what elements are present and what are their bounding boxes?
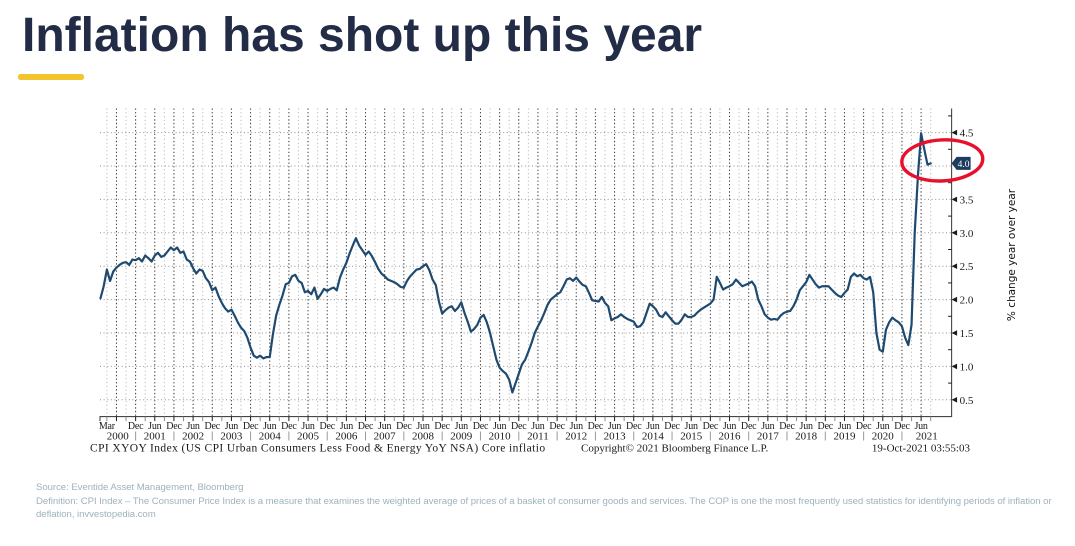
y-tick-arrow [951, 230, 958, 236]
x-year-label: 2002 [182, 431, 204, 443]
x-tick-label: Dec [779, 421, 795, 432]
x-year-label: 2004 [259, 431, 282, 443]
x-tick-label: Jun [685, 421, 698, 432]
x-year-label: 2015 [680, 431, 703, 443]
y-tick-label: 2.5 [960, 261, 974, 273]
x-tick-label: Dec [703, 421, 719, 432]
x-tick-label: Jun [876, 421, 889, 432]
x-tick-label: Dec [549, 421, 565, 432]
x-tick-label: Mar [99, 421, 116, 432]
source-note: Source: Eventide Asset Management, Bloom… [36, 482, 244, 493]
x-tick-label: Jun [340, 421, 353, 432]
x-tick-label: Dec [588, 421, 604, 432]
y-tick-label: 2.0 [960, 295, 974, 307]
x-tick-label: Jun [225, 421, 238, 432]
y-tick-arrow [951, 129, 958, 136]
x-tick-label: Jun [646, 421, 659, 432]
x-year-label: 2019 [833, 431, 856, 443]
x-tick-label: Jun [531, 421, 544, 432]
x-tick-label: Jun [761, 421, 774, 432]
x-year-label: 2012 [565, 431, 587, 443]
chart-footer-left: CPI XYOY Index (US CPI Urban Consumers L… [90, 443, 545, 455]
cpi-yoy-series-line [99, 132, 932, 394]
x-tick-label: Jun [493, 421, 506, 432]
x-year-label: 2018 [795, 431, 818, 443]
x-tick-label: Jun [148, 421, 161, 432]
y-tick-arrow [951, 263, 958, 270]
x-year-label: 2001 [144, 431, 166, 443]
chart-footer-right: 19-Oct-2021 03:55:03 [872, 443, 971, 455]
x-tick-label: Dec [894, 421, 910, 432]
x-tick-label: Jun [914, 421, 927, 432]
x-year-label: 2003 [220, 431, 243, 443]
x-tick-label: Jun [186, 421, 199, 432]
x-year-label: 2016 [719, 431, 742, 443]
x-tick-label: Jun [416, 421, 429, 432]
x-tick-label: Dec [856, 421, 872, 432]
x-tick-label: Dec [741, 421, 757, 432]
x-tick-label: Jun [378, 421, 391, 432]
x-tick-label: Dec [358, 421, 374, 432]
x-year-label: 2006 [335, 431, 358, 443]
y-tick-label: 1.5 [960, 328, 974, 340]
x-year-label: 2014 [642, 431, 665, 443]
x-tick-label: Dec [205, 421, 221, 432]
x-tick-label: Dec [818, 421, 834, 432]
y-tick-label: 1.0 [960, 361, 974, 373]
x-tick-label: Jun [301, 421, 314, 432]
y-tick-arrow [951, 397, 958, 403]
x-year-label: 2010 [489, 431, 512, 443]
x-tick-label: Dec [434, 421, 450, 432]
definition-note: Definition: CPI Index – The Consumer Pri… [36, 495, 1052, 521]
last-value-tag [951, 156, 971, 170]
x-tick-label: Jun [608, 421, 621, 432]
page-title: Inflation has shot up this year [22, 9, 703, 62]
title-underline-accent [18, 74, 84, 80]
y-tick-arrow [951, 363, 958, 370]
x-tick-label: Jun [838, 421, 851, 432]
y-axis-title: % change year over year [1006, 188, 1018, 321]
x-year-label: 2009 [450, 431, 473, 443]
x-tick-label: Dec [243, 421, 259, 432]
x-year-label: 2013 [604, 431, 627, 443]
x-tick-label: Dec [319, 421, 335, 432]
x-year-label: 2000 [107, 431, 130, 443]
y-tick-label: 3.5 [960, 194, 974, 206]
x-tick-label: Dec [473, 421, 489, 432]
highlight-ellipse [900, 138, 985, 183]
x-tick-label: Jun [263, 421, 276, 432]
x-tick-label: Dec [128, 421, 144, 432]
x-year-label: 2005 [297, 431, 320, 443]
x-year-label: 2017 [757, 431, 780, 443]
y-tick-label: 0.5 [960, 395, 974, 407]
x-tick-label: Dec [166, 421, 182, 432]
x-tick-label: Jun [455, 421, 468, 432]
x-year-label: 2008 [412, 431, 435, 443]
chart-footer-center: Copyright© 2021 Bloomberg Finance L.P. [581, 443, 768, 455]
last-value-tag-label: 4.0 [958, 160, 970, 170]
y-tick-arrow [951, 296, 958, 303]
x-tick-label: Jun [570, 421, 583, 432]
y-tick-arrow [951, 330, 958, 336]
x-tick-label: Dec [664, 421, 680, 432]
y-tick-label: 4.5 [960, 128, 974, 140]
x-tick-label: Jun [723, 421, 736, 432]
x-year-label: 2011 [527, 431, 549, 443]
x-year-label: 2020 [872, 431, 895, 443]
x-tick-label: Dec [511, 421, 527, 432]
x-year-label: 2007 [374, 431, 397, 443]
y-tick-label: 3.0 [960, 228, 974, 240]
x-tick-label: Dec [281, 421, 297, 432]
x-tick-label: Dec [396, 421, 412, 432]
x-year-label: 2021 [916, 431, 938, 443]
x-tick-label: Jun [800, 421, 813, 432]
y-tick-arrow [951, 196, 958, 203]
x-tick-label: Dec [626, 421, 642, 432]
